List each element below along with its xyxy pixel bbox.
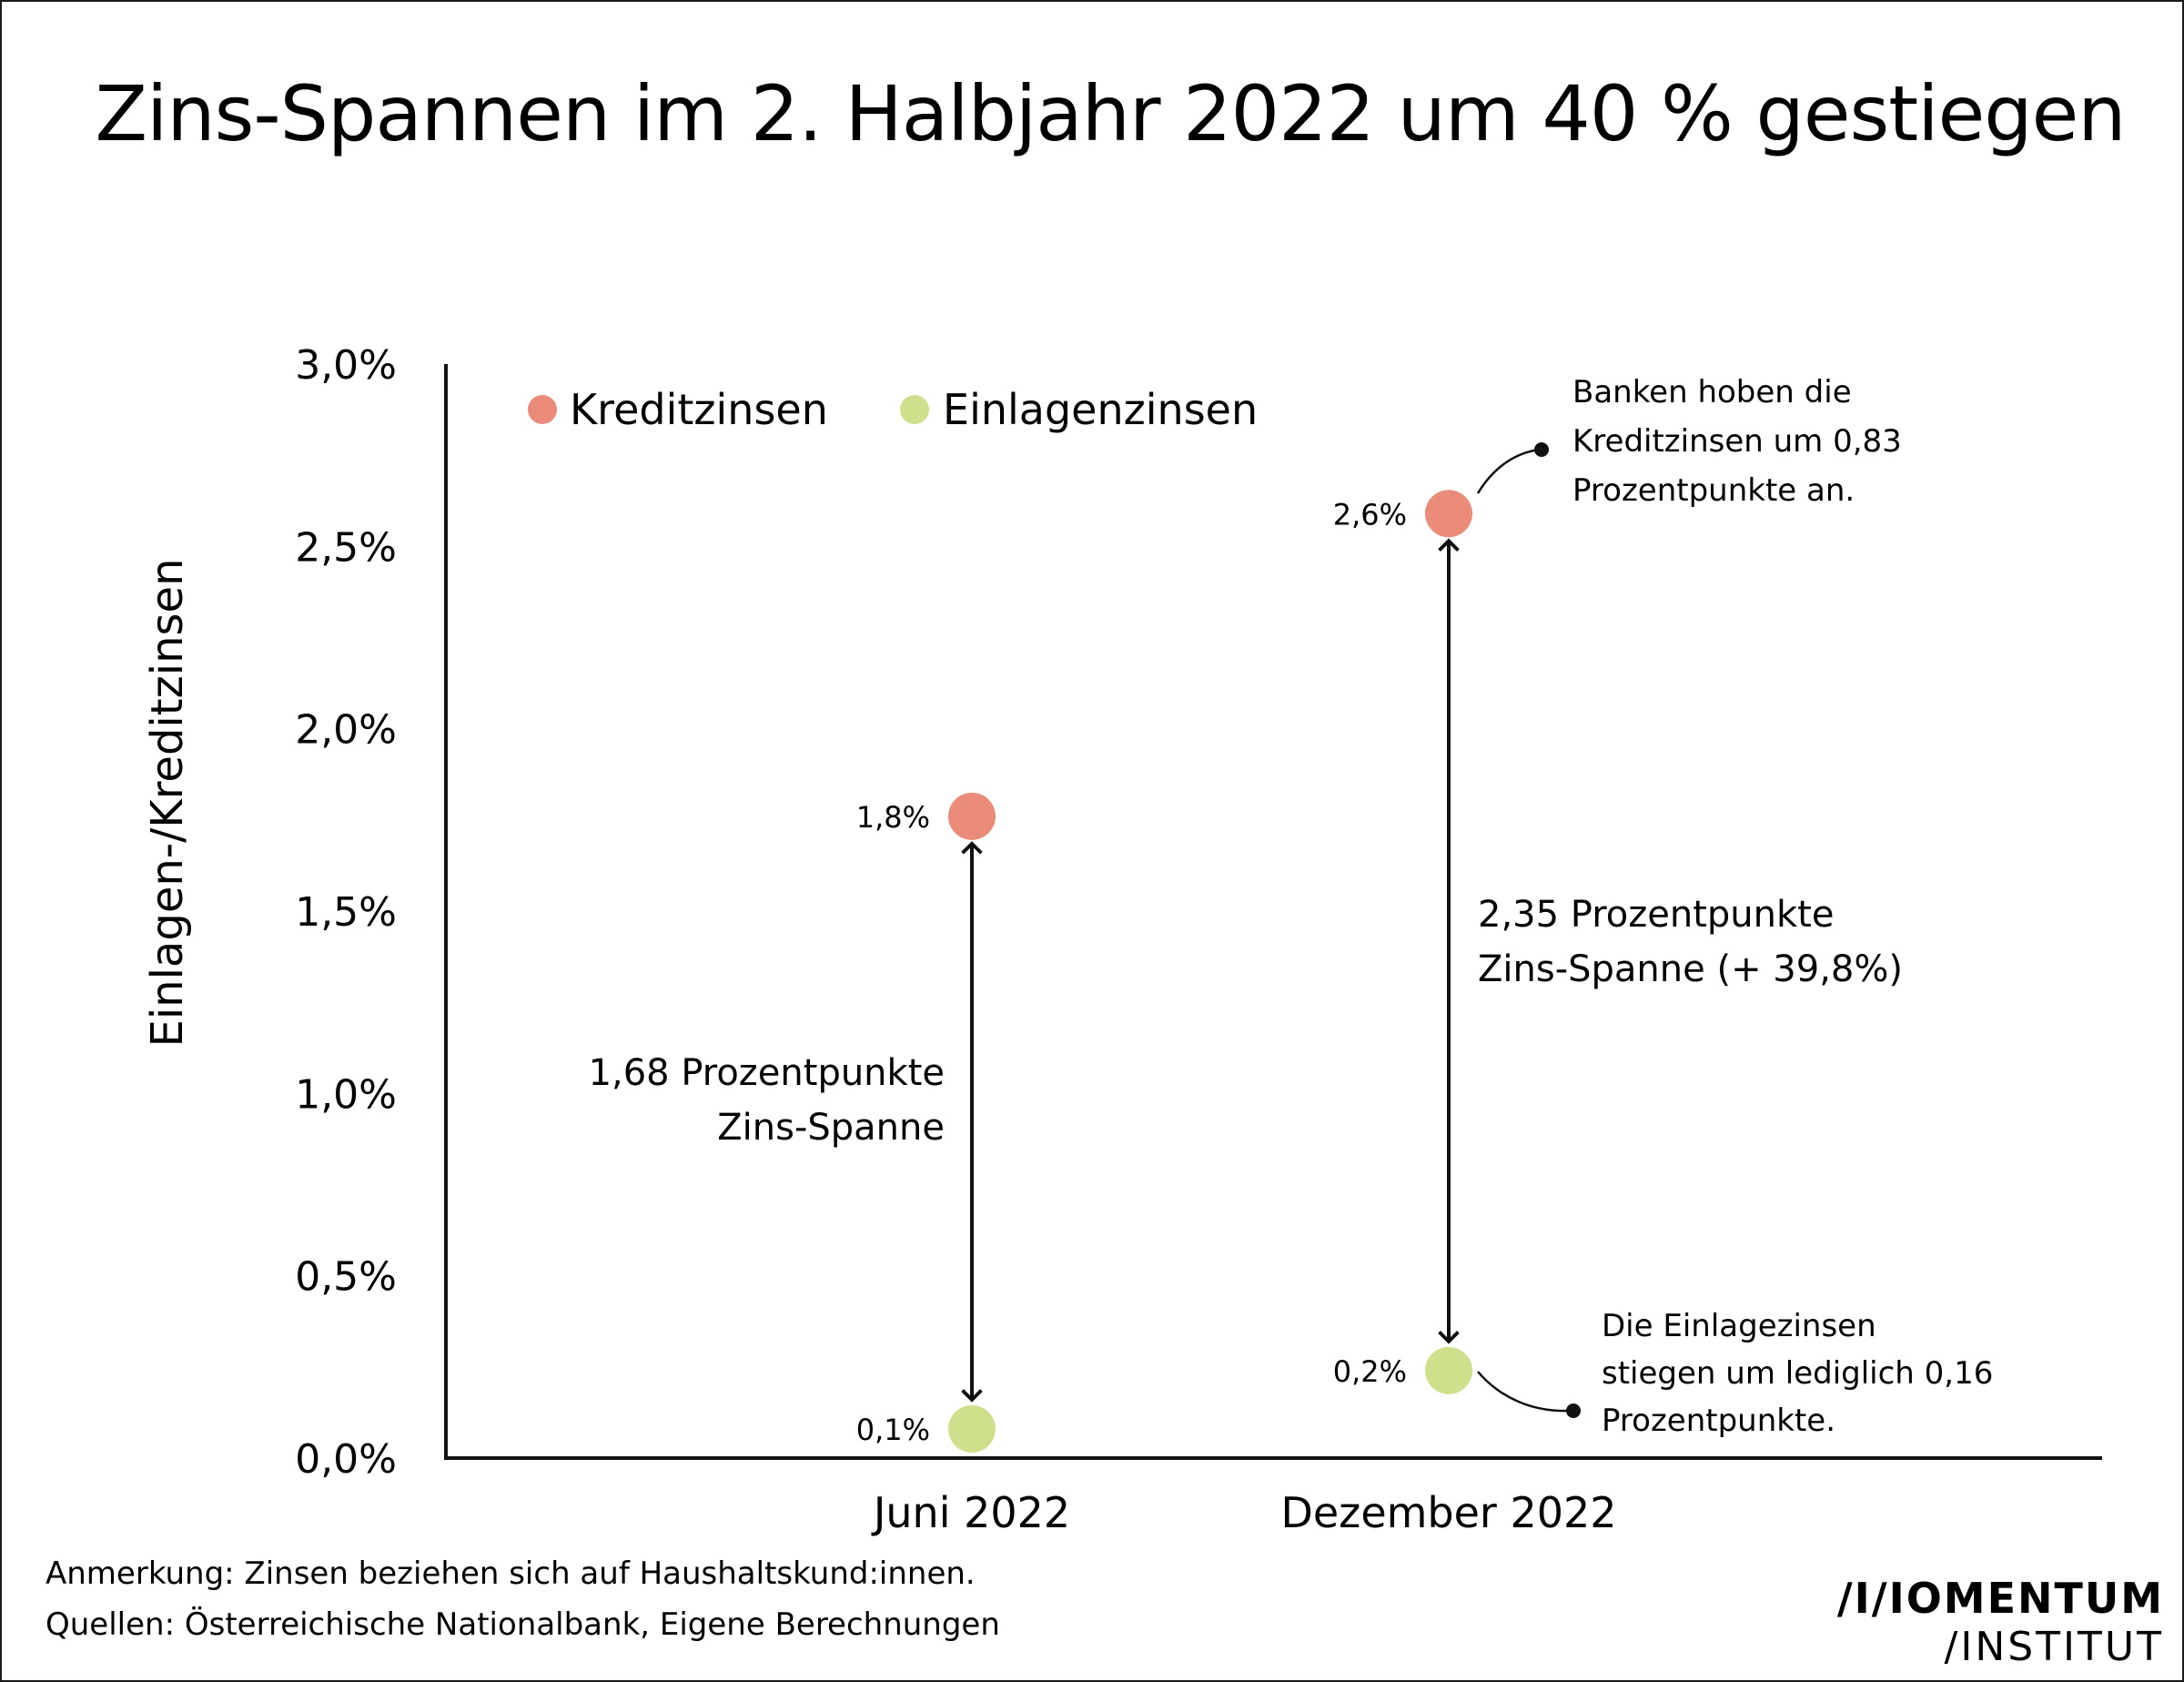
x-category-juni-2022: Juni 2022 (871, 1488, 1070, 1537)
annotation-kredit-line-3: Prozentpunkte an. (1572, 472, 1855, 509)
legend-marker-kreditzinsen (528, 395, 557, 424)
y-tick-label: 0,0% (295, 1436, 397, 1483)
annotation-einlagen-line-1: Die Einlagezinsen (1602, 1308, 1876, 1344)
y-tick-label: 1,0% (295, 1071, 397, 1118)
footer-source: Quellen: Österreichische Nationalbank, E… (46, 1606, 1000, 1643)
data-label-einlagenzinsen-juni-2022: 0,1% (856, 1413, 930, 1447)
legend-label-kreditzinsen: Kreditzinsen (570, 385, 828, 434)
annotation-dot-einlagen (1566, 1403, 1581, 1418)
y-ticks: 0,0% 0,5% 1,0% 1,5% 2,0% 2,5% 3,0% (295, 342, 397, 1483)
y-axis-label: Einlagen-/Kreditzinsen (142, 559, 193, 1048)
y-tick-label: 1,5% (295, 889, 397, 936)
y-tick-label: 0,5% (295, 1254, 397, 1301)
annotation-einlagen-line-2: stiegen um lediglich 0,16 (1602, 1355, 1993, 1392)
annotation-kredit-line-2: Kreditzinsen um 0,83 (1572, 423, 1902, 460)
chart-title: Zins-Spannen im 2. Halbjahr 2022 um 40 %… (95, 69, 2125, 158)
annotation-connectors (1476, 442, 1581, 1418)
point-einlagenzinsen-dezember-2022 (1425, 1346, 1472, 1394)
spread-label-dezember-line-1: 2,35 Prozentpunkte (1478, 894, 1834, 936)
x-category-dezember-2022: Dezember 2022 (1280, 1488, 1616, 1537)
footer-note: Anmerkung: Zinsen beziehen sich auf Haus… (46, 1555, 976, 1592)
spread-label-juni-line-2: Zins-Spanne (717, 1107, 945, 1149)
logo-momentum: /I/IOMENTUM (1837, 1574, 2164, 1623)
data-label-kreditzinsen-dezember-2022: 2,6% (1333, 497, 1407, 532)
data-marks: 1,8% 2,6% 0,1% 0,2% (856, 490, 1472, 1453)
point-einlagenzinsen-juni-2022 (948, 1404, 996, 1453)
y-tick-label: 2,5% (295, 524, 397, 571)
annotation-kredit-line-1: Banken hoben die (1572, 374, 1852, 410)
annotation-einlagen-line-3: Prozentpunkte. (1602, 1403, 1835, 1439)
x-categories: Juni 2022 Dezember 2022 (871, 1488, 1617, 1537)
point-kreditzinsen-dezember-2022 (1425, 490, 1472, 538)
legend: Kreditzinsen Einlagenzinsen (528, 385, 1258, 434)
legend-marker-einlagenzinsen (900, 395, 929, 424)
legend-label-einlagenzinsen: Einlagenzinsen (943, 385, 1258, 434)
data-label-kreditzinsen-juni-2022: 1,8% (856, 800, 930, 835)
logo-institut: /INSTITUT (1945, 1624, 2164, 1670)
spread-label-dezember-line-2: Zins-Spanne (+ 39,8%) (1478, 948, 1903, 990)
annotation-dot-kredit (1534, 442, 1549, 457)
data-label-einlagenzinsen-dezember-2022: 0,2% (1333, 1354, 1407, 1389)
annotation-connector-kredit (1476, 448, 1541, 494)
annotation-connector-einlagen (1477, 1371, 1572, 1413)
spread-label-juni-line-1: 1,68 Prozentpunkte (589, 1052, 945, 1094)
y-tick-label: 2,0% (295, 707, 397, 754)
y-tick-label: 3,0% (295, 342, 397, 389)
point-kreditzinsen-juni-2022 (948, 792, 996, 840)
